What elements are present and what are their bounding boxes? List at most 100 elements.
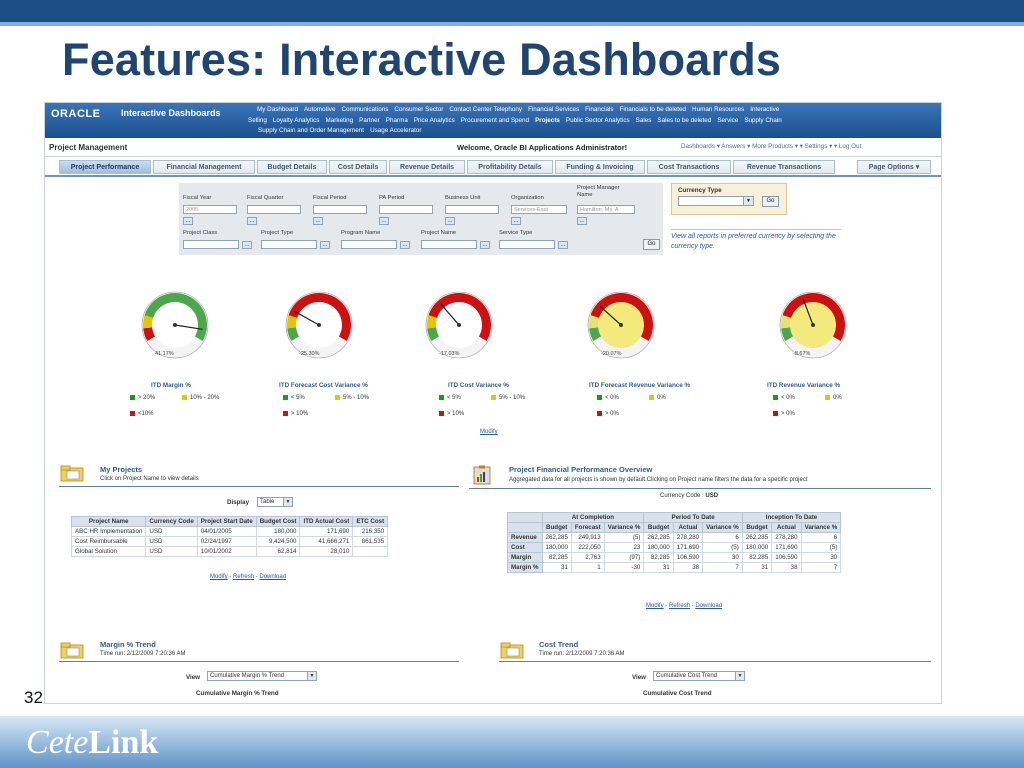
nav-item[interactable]: Projects — [535, 117, 560, 124]
pa-period-browse-button[interactable]: ... — [379, 217, 389, 225]
nav-item[interactable]: Communications — [341, 106, 389, 113]
nav-item[interactable]: Supply Chain and Order Management — [258, 127, 365, 134]
gauge-title[interactable]: ITD Forecast Revenue Variance % — [589, 382, 691, 389]
tab-budget-details[interactable]: Budget Details — [257, 160, 327, 174]
table-cell: 10/01/2002 — [196, 546, 257, 557]
fiscal-period-input[interactable] — [313, 205, 367, 214]
organization-input[interactable]: Services-East — [511, 205, 567, 214]
gauge-title[interactable]: ITD Cost Variance % — [448, 382, 509, 389]
refresh-link[interactable]: Refresh — [669, 603, 691, 609]
service-type-label: Service Type — [499, 230, 533, 236]
fiscal-year-browse-button[interactable]: ... — [183, 217, 193, 225]
gauge-title[interactable]: ITD Forecast Cost Variance % — [279, 382, 368, 389]
chevron-down-icon: ▼ — [743, 197, 753, 205]
nav-item[interactable]: Loyalty Analytics — [272, 117, 320, 124]
project-name-input[interactable] — [421, 240, 477, 249]
corner-cell — [507, 522, 543, 533]
organization-browse-button[interactable]: ... — [511, 217, 521, 225]
modify-link[interactable]: Modify — [646, 603, 664, 609]
cost-view-value: Cumulative Cost Trend — [656, 673, 718, 679]
refresh-link[interactable]: Refresh — [233, 574, 255, 580]
tab-profitability-details[interactable]: Profitability Details — [467, 160, 553, 174]
tab-cost-transactions[interactable]: Cost Transactions — [647, 160, 731, 174]
modify-link[interactable]: Modify — [210, 574, 228, 580]
nav-item[interactable]: Contact Center Telephony — [449, 106, 523, 113]
pa-period-input[interactable] — [379, 205, 433, 214]
nav-item[interactable]: Marketing — [325, 117, 354, 124]
nav-item[interactable]: Procurement and Spend — [460, 117, 530, 124]
flag-icon — [491, 395, 496, 400]
nav-item[interactable]: Pharma — [385, 117, 408, 124]
display-select[interactable]: Table ▼ — [257, 497, 293, 507]
nav-item[interactable]: Price Analytics — [413, 117, 455, 124]
currency-type-select[interactable]: ▼ — [678, 196, 754, 206]
column-header[interactable]: Budget Cost — [255, 516, 301, 527]
project-name-link[interactable]: ABC HR Implementation — [70, 526, 147, 537]
flag-icon — [597, 395, 602, 400]
cost-view-select[interactable]: Cumulative Cost Trend ▼ — [653, 671, 745, 681]
project-class-input[interactable] — [183, 240, 239, 249]
gauge-title[interactable]: ITD Margin % — [151, 382, 191, 389]
project-manager-input[interactable]: Hamilton, Ms. A — [577, 205, 635, 214]
service-type-browse-button[interactable]: ... — [558, 241, 568, 249]
nav-item[interactable]: Financials — [585, 106, 614, 113]
tab-project-performance[interactable]: Project Performance — [59, 160, 151, 174]
gauge-modify-link[interactable]: Modify — [480, 429, 498, 435]
fiscal-quarter-input[interactable] — [247, 205, 301, 214]
tab-revenue-transactions[interactable]: Revenue Transactions — [733, 160, 835, 174]
column-header[interactable]: Project Start Date — [196, 516, 257, 527]
business-unit-browse-button[interactable]: ... — [445, 217, 455, 225]
nav-item[interactable]: Partner — [359, 117, 380, 124]
service-type-input[interactable] — [499, 240, 555, 249]
tab-financial-management[interactable]: Financial Management — [153, 160, 255, 174]
nav-item[interactable]: Sales — [635, 117, 652, 124]
fiscal-year-input[interactable]: 2005 — [183, 205, 237, 214]
project-type-browse-button[interactable]: ... — [320, 241, 330, 249]
nav-item[interactable]: Human Resources — [692, 106, 745, 113]
program-name-input[interactable] — [341, 240, 397, 249]
nav-item[interactable]: Selling — [248, 117, 267, 124]
table-cell: 30 — [702, 552, 743, 563]
fiscal-quarter-browse-button[interactable]: ... — [247, 217, 257, 225]
nav-item[interactable]: Interactive — [750, 106, 780, 113]
column-header[interactable]: ITD Actual Cost — [299, 516, 354, 527]
page-options-button[interactable]: Page Options ▾ — [857, 160, 931, 174]
tab-revenue-details[interactable]: Revenue Details — [389, 160, 465, 174]
table-row: Margin % 31 1 -30 31 38 7 31 38 7 — [507, 562, 842, 573]
project-class-browse-button[interactable]: ... — [242, 241, 252, 249]
tab-cost-details[interactable]: Cost Details — [329, 160, 387, 174]
currency-go-button[interactable]: Go — [762, 196, 779, 207]
download-link[interactable]: Download — [695, 603, 723, 609]
download-link[interactable]: Download — [259, 574, 287, 580]
column-header[interactable]: ETC Cost — [352, 516, 389, 527]
project-name-link[interactable]: Global Solution — [70, 546, 147, 557]
project-name-link[interactable]: Cost Reimbursable — [70, 536, 147, 547]
nav-item[interactable]: Automotive — [303, 106, 336, 113]
nav-item[interactable]: Usage Accelerator — [370, 127, 422, 134]
gauge-title[interactable]: ITD Revenue Variance % — [767, 382, 841, 389]
financial-overview-title: Project Financial Performance Overview — [509, 465, 653, 474]
margin-view-select[interactable]: Cumulative Margin % Trend ▼ — [207, 671, 317, 681]
column-header[interactable]: Currency Code — [145, 516, 198, 527]
nav-item[interactable]: Public Sector Analytics — [565, 117, 630, 124]
project-type-input[interactable] — [261, 240, 317, 249]
fiscal-period-browse-button[interactable]: ... — [313, 217, 323, 225]
program-name-browse-button[interactable]: ... — [400, 241, 410, 249]
nav-item[interactable]: Sales to be deleted — [657, 117, 712, 124]
global-links[interactable]: Dashboards ▾ Answers ▾ More Products ▾ ▾… — [681, 143, 862, 150]
tab-funding-invoicing[interactable]: Funding & Invoicing — [555, 160, 645, 174]
nav-item[interactable]: Financials to be deleted — [619, 106, 687, 113]
link-separator: - — [254, 574, 260, 580]
filters-go-button[interactable]: Go — [643, 239, 660, 250]
business-unit-input[interactable] — [445, 205, 499, 214]
nav-item[interactable]: Consumer Sector — [394, 106, 444, 113]
project-manager-browse-button[interactable]: ... — [577, 217, 587, 225]
column-header[interactable]: Project Name — [70, 516, 147, 527]
table-cell: 171,690 — [299, 526, 354, 537]
nav-item[interactable]: Supply Chain — [744, 117, 782, 124]
nav-item[interactable]: My Dashboard — [257, 106, 298, 113]
nav-item[interactable]: Financial Services — [528, 106, 580, 113]
nav-item[interactable]: Service — [717, 117, 739, 124]
project-name-browse-button[interactable]: ... — [480, 241, 490, 249]
table-cell: 262,285 — [741, 532, 773, 543]
